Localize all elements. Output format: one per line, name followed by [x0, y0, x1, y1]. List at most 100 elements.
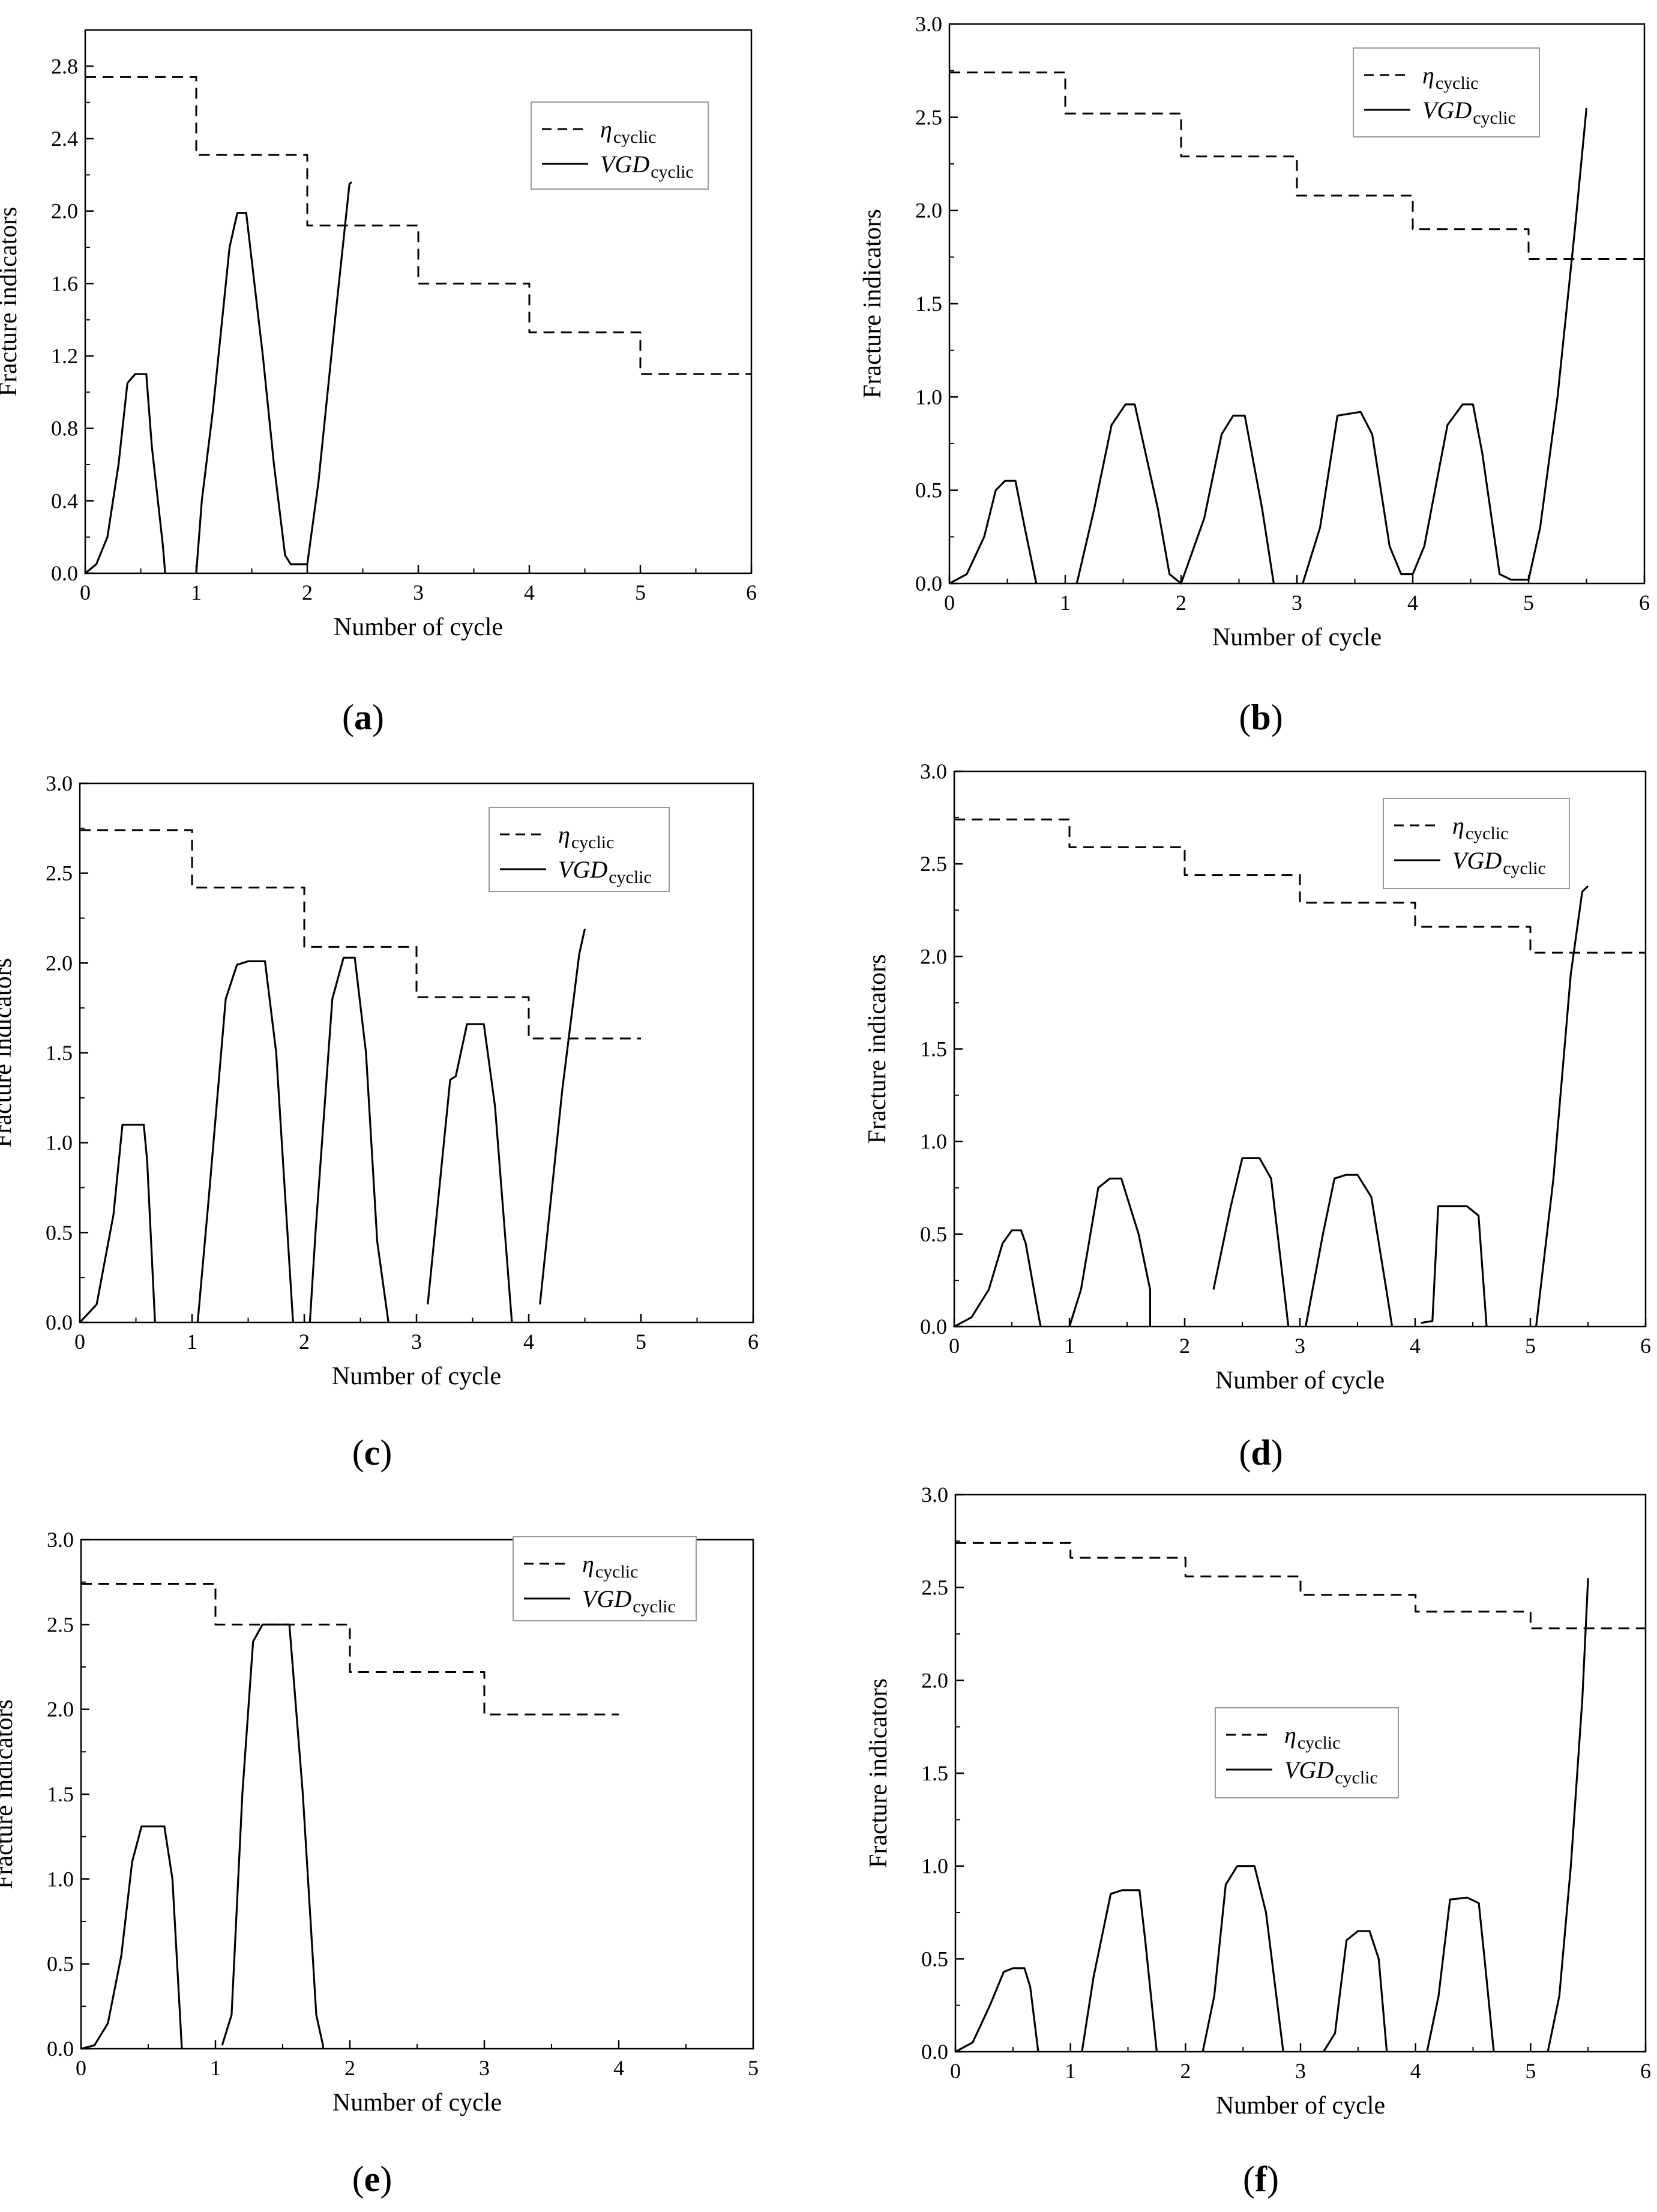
x-tick-label: 0 — [950, 2059, 961, 2083]
legend-box — [1215, 1707, 1399, 1798]
panel-label-part: ) — [1271, 1433, 1283, 1472]
y-tick-label: 2.0 — [921, 1668, 948, 1692]
panel-label-part: ( — [1239, 698, 1251, 737]
data-point — [1553, 1178, 1554, 1180]
data-point — [265, 961, 266, 962]
legend-symbol: η — [582, 1551, 594, 1578]
data-point — [1288, 1326, 1289, 1327]
y-tick-label: 2.4 — [51, 127, 78, 151]
legend-symbol: η — [558, 821, 570, 848]
data-point — [289, 1624, 290, 1626]
legend-subscript: cyclic — [1503, 858, 1546, 878]
x-tick-label: 4 — [1410, 1334, 1421, 1358]
data-point — [1557, 397, 1558, 398]
data-point — [1274, 583, 1275, 584]
x-tick-label: 2 — [1176, 591, 1186, 615]
data-point — [1528, 259, 1529, 260]
x-axis-label: Number of cycle — [332, 2089, 502, 2117]
legend-entry-text: ηcyclic — [1284, 1722, 1340, 1753]
data-point — [85, 77, 86, 78]
data-point — [164, 1826, 165, 1827]
chart-panel-b: 0 1 2 3 4 5 6 0.0 0.5 1.0 1.5 2.0 2.5 3.0 Number of cy… — [859, 12, 1650, 737]
panel-label-part: c — [364, 1433, 380, 1472]
data-point — [1024, 1968, 1025, 1969]
legend-symbol: VGD — [600, 151, 649, 178]
x-tick-label: 6 — [746, 580, 757, 604]
data-point — [79, 1322, 80, 1323]
y-tick-label: 1.5 — [921, 1761, 948, 1785]
data-point — [456, 1076, 457, 1077]
data-point — [130, 1124, 131, 1126]
y-tick-label: 0.8 — [51, 417, 78, 441]
data-point — [107, 537, 108, 538]
data-point — [1134, 404, 1135, 405]
data-point — [1645, 1628, 1646, 1629]
panel-label-part: ) — [1271, 698, 1283, 737]
data-point — [131, 1861, 133, 1863]
data-point — [163, 546, 164, 547]
panel-label-part: ) — [380, 2159, 392, 2199]
x-tick-label: 1 — [1060, 591, 1071, 615]
data-point — [1372, 434, 1373, 435]
series-line-vgd-cyclic — [80, 1623, 324, 2050]
data-point — [307, 225, 308, 226]
x-axis-label: Number of cycle — [1216, 2092, 1385, 2120]
data-point — [1473, 404, 1474, 405]
panel-label-part: ( — [352, 1433, 364, 1472]
data-point — [1482, 453, 1483, 454]
data-point — [96, 564, 97, 565]
y-tick-label: 3.0 — [46, 771, 73, 795]
legend-entry-text: VGDcyclic — [582, 1585, 676, 1617]
legend-subscript: cyclic — [595, 1562, 639, 1582]
legend-entry-text: VGDcyclic — [600, 151, 694, 182]
data-point — [1415, 1611, 1416, 1612]
y-tick-label: 3.0 — [915, 12, 942, 36]
y-tick-label: 3.0 — [921, 1483, 948, 1507]
panel-label: (f) — [1243, 2159, 1279, 2199]
x-tick-label: 1 — [191, 580, 202, 604]
data-point — [1499, 574, 1500, 575]
y-tick-label: 2.0 — [46, 951, 73, 975]
legend-entry-text: ηcyclic — [1422, 62, 1478, 93]
data-point — [212, 410, 214, 411]
data-point — [1299, 902, 1301, 903]
legend: ηcyclic VGDcyclic — [1353, 47, 1540, 137]
series-line-eta-cyclic — [81, 1582, 619, 1716]
data-point — [307, 564, 308, 565]
data-point — [1015, 480, 1016, 481]
data-point — [540, 1304, 541, 1305]
data-point — [1582, 891, 1583, 893]
data-point — [484, 1714, 485, 1715]
legend-entry-text: VGDcyclic — [1422, 97, 1516, 128]
data-point — [1392, 1326, 1393, 1327]
chart-panel-f: 0 1 2 3 4 5 6 0.0 0.5 1.0 1.5 2.0 2.5 3.0 Number of cy… — [865, 1483, 1651, 2199]
data-point — [1412, 574, 1413, 575]
data-point — [1150, 1289, 1151, 1291]
series-line-vgd-cyclic — [84, 181, 353, 574]
panel-label-part: ( — [342, 698, 354, 737]
data-point — [127, 382, 128, 384]
data-point — [984, 537, 985, 538]
data-point — [1138, 1234, 1139, 1235]
legend-subscript: cyclic — [1473, 108, 1516, 128]
data-point — [1337, 415, 1338, 417]
data-point — [1213, 1995, 1215, 1997]
data-point — [579, 954, 580, 955]
data-point — [949, 72, 950, 73]
panel-label: (a) — [342, 698, 384, 737]
data-point — [290, 564, 291, 565]
data-point — [343, 957, 344, 959]
legend-symbol: VGD — [1284, 1756, 1334, 1783]
data-point — [1259, 1158, 1260, 1159]
y-tick-label: 2.5 — [920, 852, 947, 876]
legend-box — [1383, 798, 1570, 889]
data-point — [954, 819, 955, 820]
data-point — [1005, 480, 1006, 481]
y-tick-label: 2.0 — [920, 944, 947, 968]
chart-panel-e: 0 1 2 3 4 5 0.0 0.5 1.0 1.5 2.0 2.5 3.0 Number of cyc… — [0, 1528, 759, 2199]
legend-symbol: η — [1284, 1722, 1296, 1749]
data-point — [293, 1322, 294, 1323]
series-line-eta-cyclic — [80, 829, 641, 1040]
